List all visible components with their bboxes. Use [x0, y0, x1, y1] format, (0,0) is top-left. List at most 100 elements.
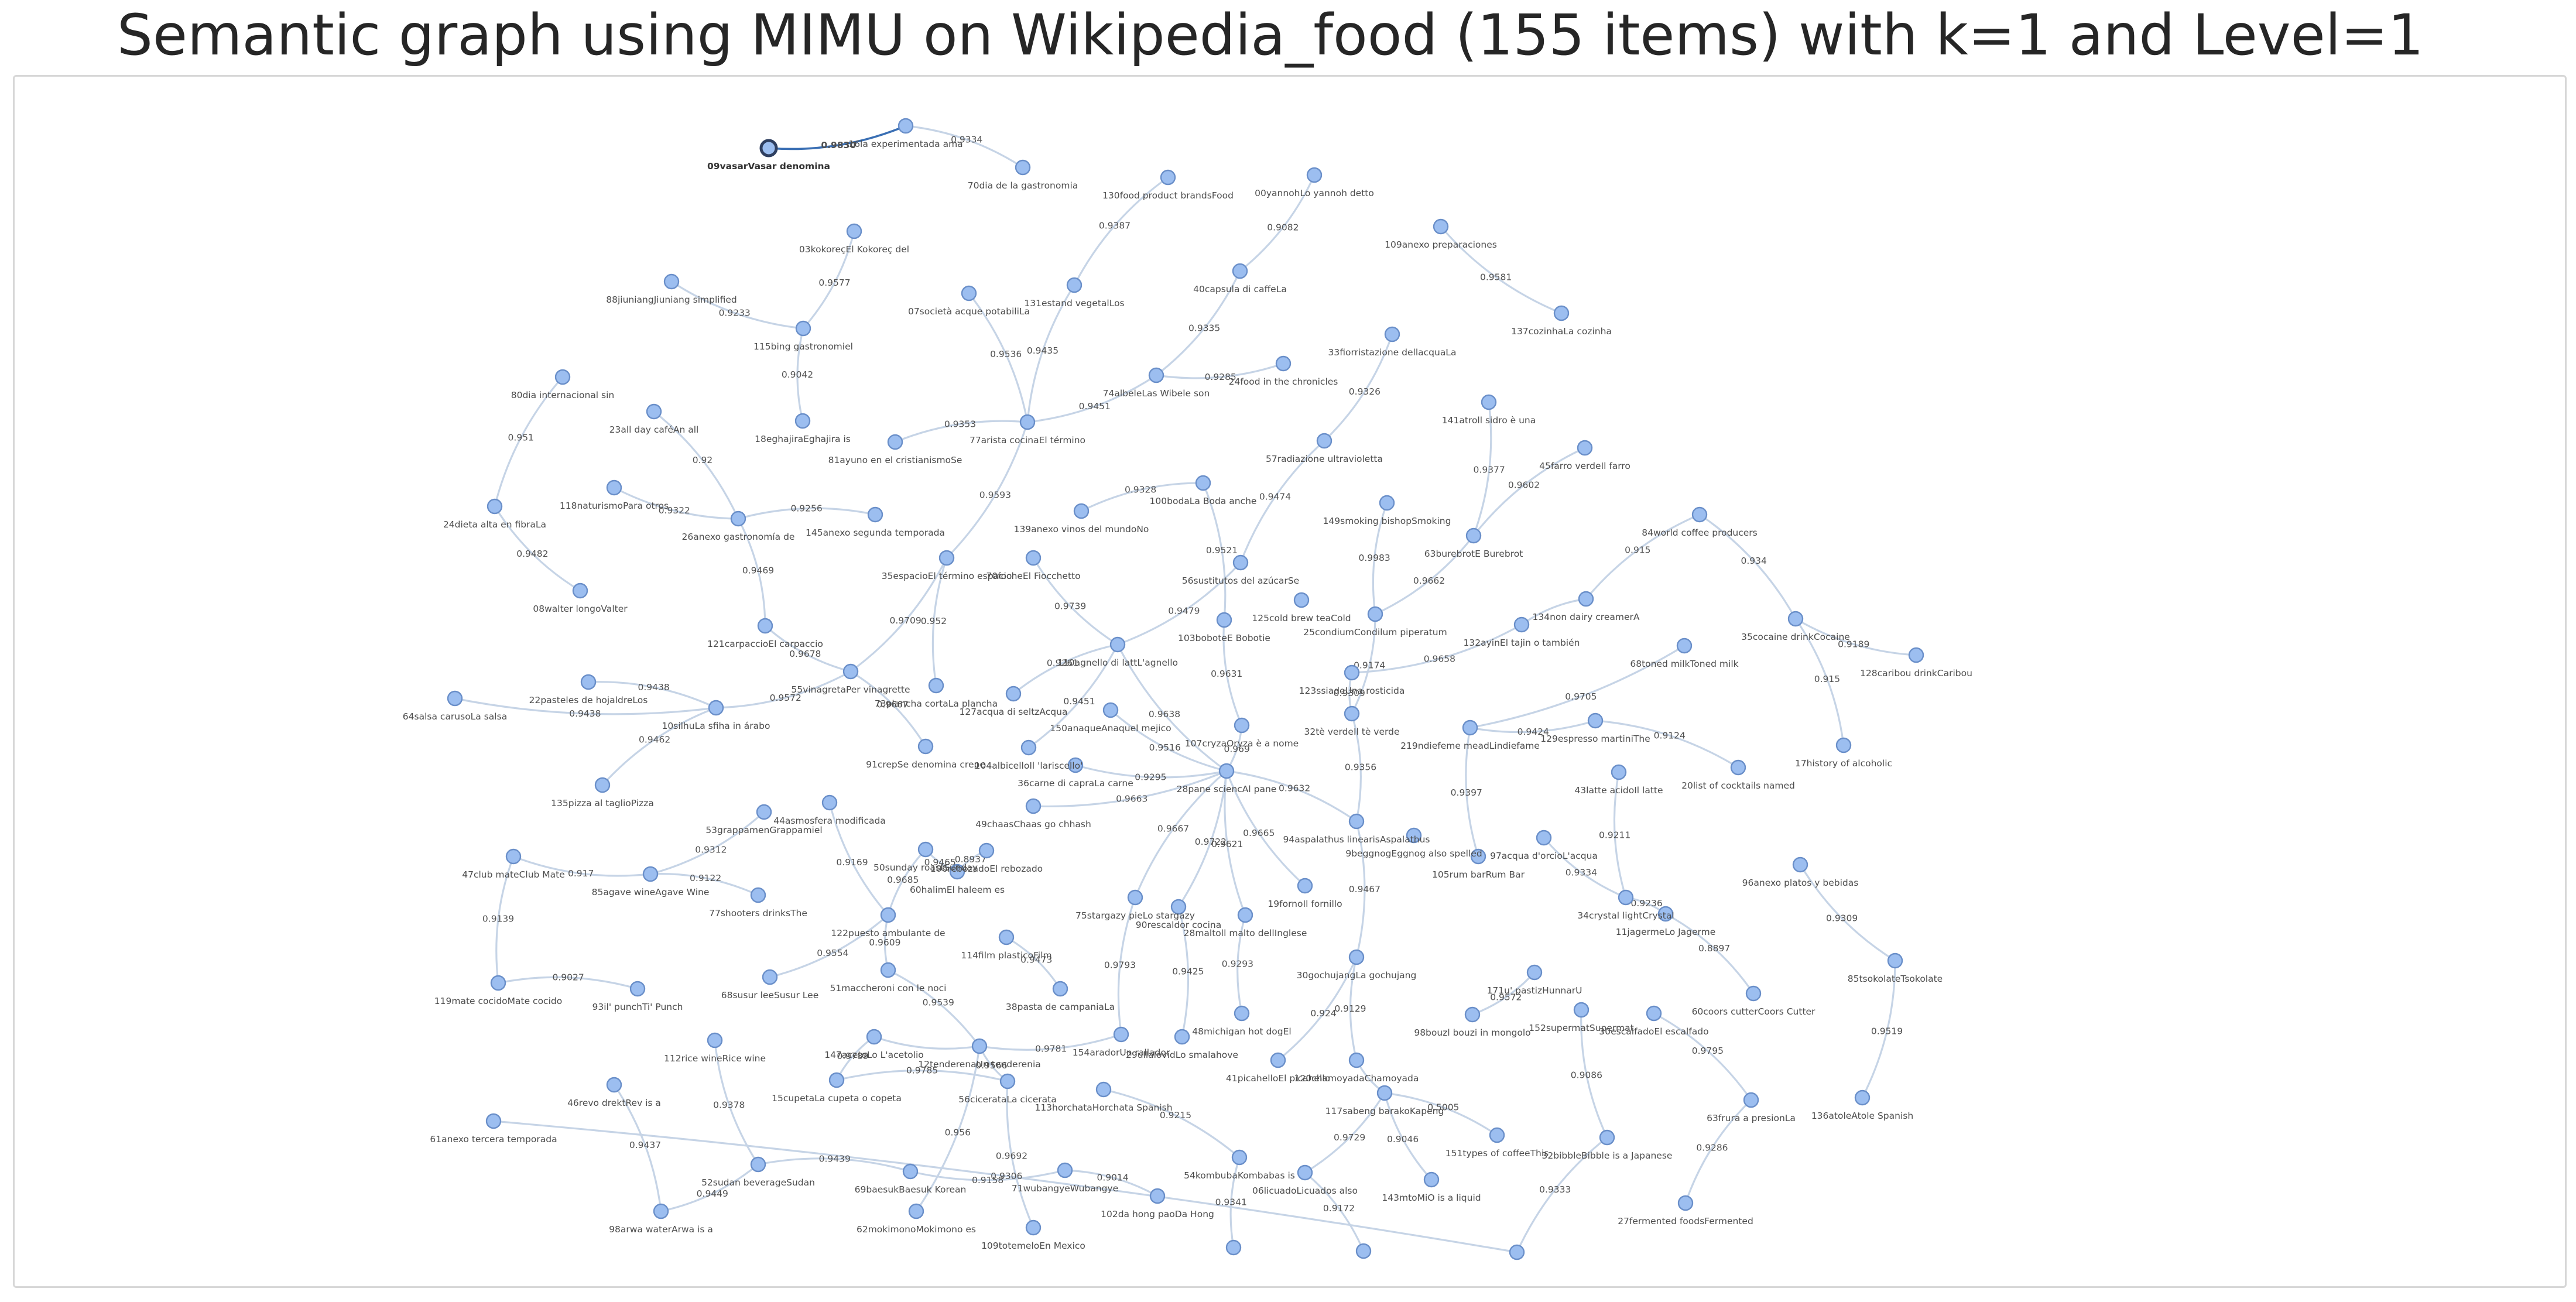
graph-node[interactable] [1348, 949, 1365, 965]
graph-node[interactable] [1095, 1081, 1112, 1098]
graph-node[interactable] [1025, 798, 1042, 814]
graph-node[interactable] [762, 969, 778, 985]
graph-node[interactable] [998, 929, 1015, 945]
graph-node[interactable] [1348, 1052, 1365, 1068]
graph-node[interactable] [1067, 757, 1084, 773]
graph-node[interactable] [1462, 719, 1478, 736]
graph-node[interactable] [1657, 906, 1674, 922]
graph-node[interactable] [1234, 717, 1250, 734]
graph-node[interactable] [1489, 1127, 1505, 1143]
graph-node[interactable] [1019, 414, 1036, 430]
graph-node[interactable] [447, 690, 463, 707]
graph-node[interactable] [1020, 739, 1037, 756]
graph-node[interactable] [1730, 759, 1746, 776]
graph-node[interactable] [1218, 763, 1235, 779]
graph-node[interactable] [629, 981, 646, 997]
graph-node[interactable] [1149, 1188, 1166, 1204]
graph-node[interactable] [1676, 638, 1693, 654]
graph-node[interactable] [794, 413, 811, 429]
graph-panel[interactable]: 0.9830 0.9334 0.9387 0.9082 0.9581 0.9577 0.92… [13, 75, 2567, 1288]
graph-node[interactable] [1481, 394, 1497, 410]
graph-node[interactable] [846, 223, 862, 239]
graph-node[interactable] [1835, 737, 1852, 753]
graph-node[interactable] [1160, 169, 1176, 186]
graph-node[interactable] [653, 1203, 669, 1219]
graph-node[interactable] [1025, 1219, 1042, 1236]
graph-node[interactable] [1367, 606, 1383, 622]
graph-node[interactable] [867, 506, 883, 523]
graph-node[interactable] [949, 864, 965, 880]
graph-node[interactable] [1376, 1085, 1393, 1101]
graph-node[interactable] [1854, 1089, 1871, 1106]
graph-node[interactable] [1148, 367, 1164, 383]
graph-node[interactable] [1464, 1006, 1481, 1023]
graph-node[interactable] [917, 738, 934, 755]
graph-node[interactable] [795, 320, 811, 337]
graph-node[interactable] [1470, 848, 1486, 865]
graph-node[interactable] [1306, 167, 1323, 183]
graph-node[interactable] [1113, 1026, 1129, 1043]
graph-node[interactable] [1792, 856, 1808, 873]
graph-node[interactable] [757, 618, 773, 634]
graph-node[interactable] [1270, 1052, 1286, 1068]
graph-node[interactable] [1908, 647, 1924, 663]
graph-node[interactable] [756, 804, 772, 820]
graph-node[interactable] [1646, 1005, 1662, 1022]
graph-node[interactable] [594, 777, 611, 793]
graph-node[interactable] [642, 866, 659, 882]
graph-node[interactable] [1297, 1164, 1313, 1181]
graph-node[interactable] [554, 369, 571, 385]
graph-node[interactable] [1170, 899, 1187, 915]
graph-node[interactable] [938, 550, 955, 566]
graph-node[interactable] [999, 1073, 1016, 1089]
graph-node[interactable] [961, 285, 977, 301]
graph-node[interactable] [1316, 433, 1332, 449]
graph-node[interactable] [1379, 495, 1395, 511]
graph-node[interactable] [971, 1038, 988, 1054]
graph-node[interactable] [1691, 506, 1708, 523]
graph-node[interactable] [1553, 305, 1570, 321]
graph-node[interactable] [1423, 1171, 1440, 1188]
graph-node[interactable] [1231, 1149, 1248, 1166]
graph-node[interactable] [1005, 686, 1022, 702]
graph-node[interactable] [1465, 527, 1482, 544]
graph-node[interactable] [1073, 503, 1090, 519]
graph-node[interactable] [1102, 702, 1119, 718]
graph-node[interactable] [1355, 1243, 1372, 1259]
graph-node[interactable] [902, 1163, 919, 1180]
graph-node[interactable] [1216, 612, 1232, 628]
graph-node[interactable] [1057, 1162, 1073, 1178]
graph-node[interactable] [1587, 712, 1604, 729]
graph-node[interactable] [887, 434, 903, 450]
graph-node[interactable] [759, 139, 778, 157]
graph-node[interactable] [606, 479, 622, 496]
graph-node[interactable] [1578, 591, 1594, 607]
graph-node[interactable] [505, 848, 522, 865]
graph-node[interactable] [842, 663, 859, 680]
graph-node[interactable] [1232, 554, 1249, 571]
graph-node[interactable] [580, 674, 597, 690]
graph-node[interactable] [1348, 813, 1365, 830]
graph-node[interactable] [1025, 550, 1042, 566]
graph-node[interactable] [1275, 355, 1292, 372]
graph-node[interactable] [928, 677, 944, 694]
graph-node[interactable] [898, 118, 914, 134]
graph-node[interactable] [1232, 263, 1248, 279]
graph-node[interactable] [828, 1072, 845, 1088]
graph-node[interactable] [908, 1203, 924, 1219]
graph-node[interactable] [917, 841, 934, 858]
graph-node[interactable] [1344, 664, 1360, 681]
graph-node[interactable] [485, 1113, 502, 1129]
graph-node[interactable] [1297, 878, 1313, 894]
graph-node[interactable] [750, 887, 766, 903]
graph-node[interactable] [978, 842, 995, 859]
graph-node[interactable] [1536, 830, 1552, 846]
graph-node[interactable] [708, 700, 724, 716]
graph-node[interactable] [707, 1032, 723, 1049]
graph-node[interactable] [1787, 611, 1804, 627]
graph-node[interactable] [1745, 985, 1762, 1002]
node-layer[interactable] [447, 118, 1924, 1260]
graph-node[interactable] [1344, 705, 1360, 722]
graph-node[interactable] [880, 962, 896, 978]
graph-node[interactable] [487, 498, 503, 515]
